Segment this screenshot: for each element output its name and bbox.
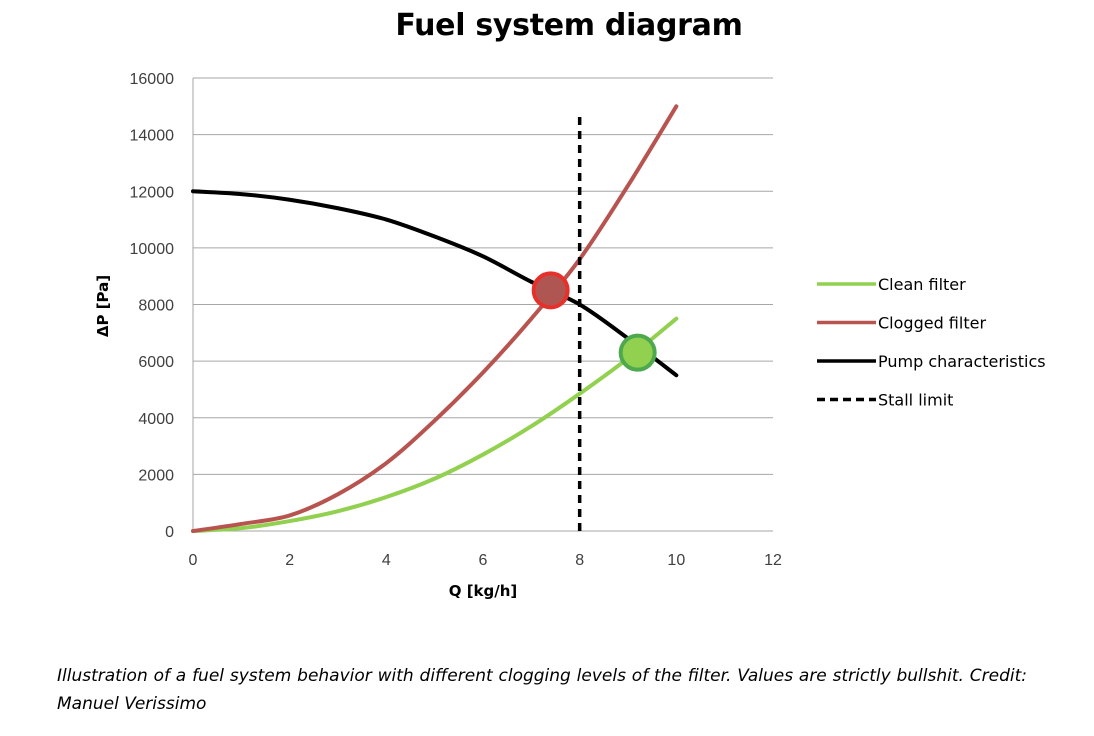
legend-item: Clogged filter [817, 314, 986, 333]
y-tick-label: 4000 [138, 411, 174, 428]
legend-label: Stall limit [878, 391, 953, 410]
series-clogged-filter [191, 104, 679, 533]
x-tick-label: 10 [667, 552, 685, 569]
legend-label: Clogged filter [878, 314, 986, 333]
x-tick-label: 4 [382, 552, 391, 569]
y-tick-label: 16000 [130, 71, 175, 88]
y-tick-label: 8000 [138, 298, 174, 315]
legend-label: Clean filter [878, 275, 966, 294]
legend-item: Clean filter [817, 275, 966, 294]
y-tick-label: 6000 [138, 354, 174, 371]
operating-point-marker [618, 333, 657, 372]
x-axis-label: Q [kg/h] [449, 582, 518, 600]
y-axis-label: ΔP [Pa] [94, 275, 112, 337]
x-tick-label: 8 [575, 552, 584, 569]
chart-title: Fuel system diagram [395, 8, 743, 43]
x-tick-label: 12 [764, 552, 782, 569]
y-tick-label: 0 [165, 524, 174, 541]
series-pump-characteristics [191, 189, 679, 378]
operating-point-marker [531, 271, 570, 310]
legend-item: Pump characteristics [817, 352, 1046, 371]
legend: Clean filter Clogged filter Pump character… [817, 275, 1046, 410]
y-tick-label: 12000 [130, 184, 175, 201]
x-tick-labels: 0 2 4 6 8 10 12 [189, 552, 782, 569]
y-tick-label: 2000 [138, 467, 174, 484]
gridlines [193, 77, 773, 475]
legend-label: Pump characteristics [878, 352, 1046, 371]
y-tick-label: 10000 [130, 241, 175, 258]
x-tick-label: 2 [285, 552, 294, 569]
series-lines [191, 104, 679, 533]
legend-item: Stall limit [817, 391, 953, 410]
series-clean-filter [191, 316, 679, 533]
y-tick-labels: 0 2000 4000 6000 8000 10000 12000 14000 16000 [130, 71, 175, 541]
chart-plot: 0 2000 4000 6000 8000 10000 12000 14000 16000 0 2… [94, 71, 1046, 600]
axes [192, 78, 773, 532]
x-tick-label: 6 [479, 552, 488, 569]
x-tick-label: 0 [189, 552, 198, 569]
y-tick-label: 14000 [130, 128, 175, 145]
operating-point-markers [531, 271, 657, 372]
figure-caption: Illustration of a fuel system behavior w… [57, 666, 1027, 714]
